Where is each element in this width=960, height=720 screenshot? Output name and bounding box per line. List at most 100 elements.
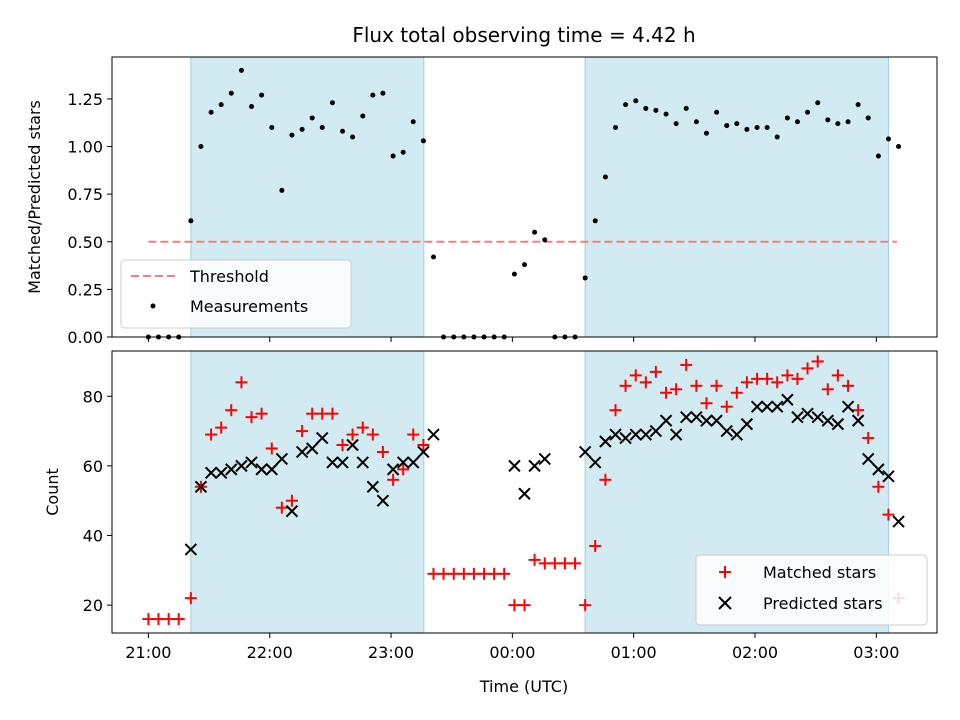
panel-bottom: 20 40 60 80 21:00 22:00 23:00 00:00 01:00 02:00 0… [43, 350, 938, 696]
matched-star-point [680, 358, 693, 371]
predicted-star-point [214, 466, 228, 480]
predicted-star-point [346, 438, 359, 452]
measurement-point [885, 136, 891, 142]
matched-star-point [609, 404, 622, 417]
matched-star-point [639, 376, 652, 389]
measurement-point [754, 124, 760, 130]
predicted-star-point [892, 515, 905, 528]
predicted-star-point [609, 428, 622, 441]
predicted-star-point [194, 480, 208, 493]
measurement-point [208, 109, 214, 115]
bottom-plot-frame [111, 350, 938, 634]
predicted-star-point [882, 470, 895, 483]
matched-star-point [670, 383, 683, 396]
predicted-star-point [801, 407, 814, 420]
matched-star-point [215, 421, 228, 434]
measurement-point [299, 126, 305, 132]
predicted-star-point [245, 456, 258, 469]
matched-star-point [316, 407, 329, 420]
top-y-axis-label: Matched/Predicted stars [25, 100, 44, 294]
predicted-star-point [700, 414, 713, 427]
top-plot-frame [111, 56, 938, 338]
matched-star-point [579, 599, 592, 612]
measurement-point [744, 126, 750, 132]
x-axis-label: Time (UTC) [479, 677, 568, 696]
measurement-point [259, 92, 265, 98]
top-y-tick-label: 0.50 [67, 233, 103, 252]
matched-star-point [852, 404, 865, 417]
matched-star-point [740, 376, 753, 389]
matched-star-point [346, 428, 359, 441]
matched-star-point [184, 592, 197, 605]
chart-title: Flux total observing time = 4.42 h [352, 23, 695, 47]
matched-star-point [457, 567, 470, 580]
measurement-point [410, 119, 416, 125]
predicted-star-point [508, 459, 521, 473]
predicted-star-point [356, 456, 369, 469]
predicted-star-point [285, 504, 299, 518]
matched-star-point [791, 372, 804, 385]
matched-star-point [376, 445, 389, 458]
matched-star-point [205, 428, 218, 441]
predicted-star-point [305, 442, 319, 455]
measurement-point [329, 100, 335, 106]
matched-star-point [488, 567, 501, 580]
predicted-star-point [295, 445, 309, 459]
predicted-star-point [417, 445, 430, 459]
matched-star-point [629, 369, 642, 382]
x-tick-label: 22:00 [247, 643, 293, 662]
measurement-point [693, 119, 699, 125]
measurement-point [875, 153, 881, 159]
legend-predicted-label: Predicted stars [763, 594, 883, 613]
predicted-star-point [528, 459, 541, 473]
legend-threshold-label: Threshold [189, 267, 269, 286]
measurement-point [774, 134, 780, 140]
predicted-star-point [204, 466, 218, 480]
measurement-point [279, 187, 285, 193]
measurement-point [815, 100, 821, 106]
predicted-star-point [184, 543, 198, 556]
matched-star-point [690, 379, 703, 392]
matched-star-point [811, 355, 824, 368]
predicted-star-point [771, 400, 784, 413]
measurement-point [582, 275, 588, 281]
predicted-star-point [255, 463, 268, 476]
predicted-star-point [760, 400, 774, 413]
measurement-point [663, 111, 669, 117]
predicted-star-point [659, 414, 673, 427]
measurement-point [784, 115, 790, 121]
matched-star-point [710, 379, 723, 392]
measurement-point [360, 113, 366, 119]
predicted-star-point [275, 452, 289, 466]
measurement-point [855, 102, 861, 108]
top-y-tick-label: 1.00 [67, 138, 103, 157]
predicted-star-point [690, 410, 703, 424]
measurement-point [238, 67, 244, 73]
matched-star-point [285, 494, 298, 507]
top-y-tick-label: 0.75 [67, 185, 103, 204]
measurement-point [431, 254, 437, 260]
measurement-point [825, 117, 831, 123]
matched-star-point [275, 501, 288, 514]
top-y-tick-label: 0.25 [67, 280, 103, 299]
predicted-star-point [720, 424, 733, 438]
measurement-point [289, 132, 295, 138]
measurement-point [400, 149, 406, 155]
measurement-point [218, 102, 224, 108]
matched-star-point [781, 369, 794, 382]
predicted-star-point [316, 431, 329, 445]
matched-star-point [771, 376, 784, 389]
matched-star-point [528, 553, 541, 566]
measurement-point [714, 109, 720, 115]
legend-predicted-swatch [718, 596, 732, 610]
predicted-star-point [518, 487, 531, 500]
measurement-point [228, 90, 234, 96]
top-shaded-region-2 [585, 57, 889, 337]
matched-star-point [235, 376, 248, 389]
top-y-tick-label: 0.00 [67, 328, 103, 347]
predicted-star-point [639, 428, 653, 441]
measurement-point [511, 271, 517, 277]
measurement-point [420, 138, 426, 144]
measurement-point [865, 115, 871, 121]
